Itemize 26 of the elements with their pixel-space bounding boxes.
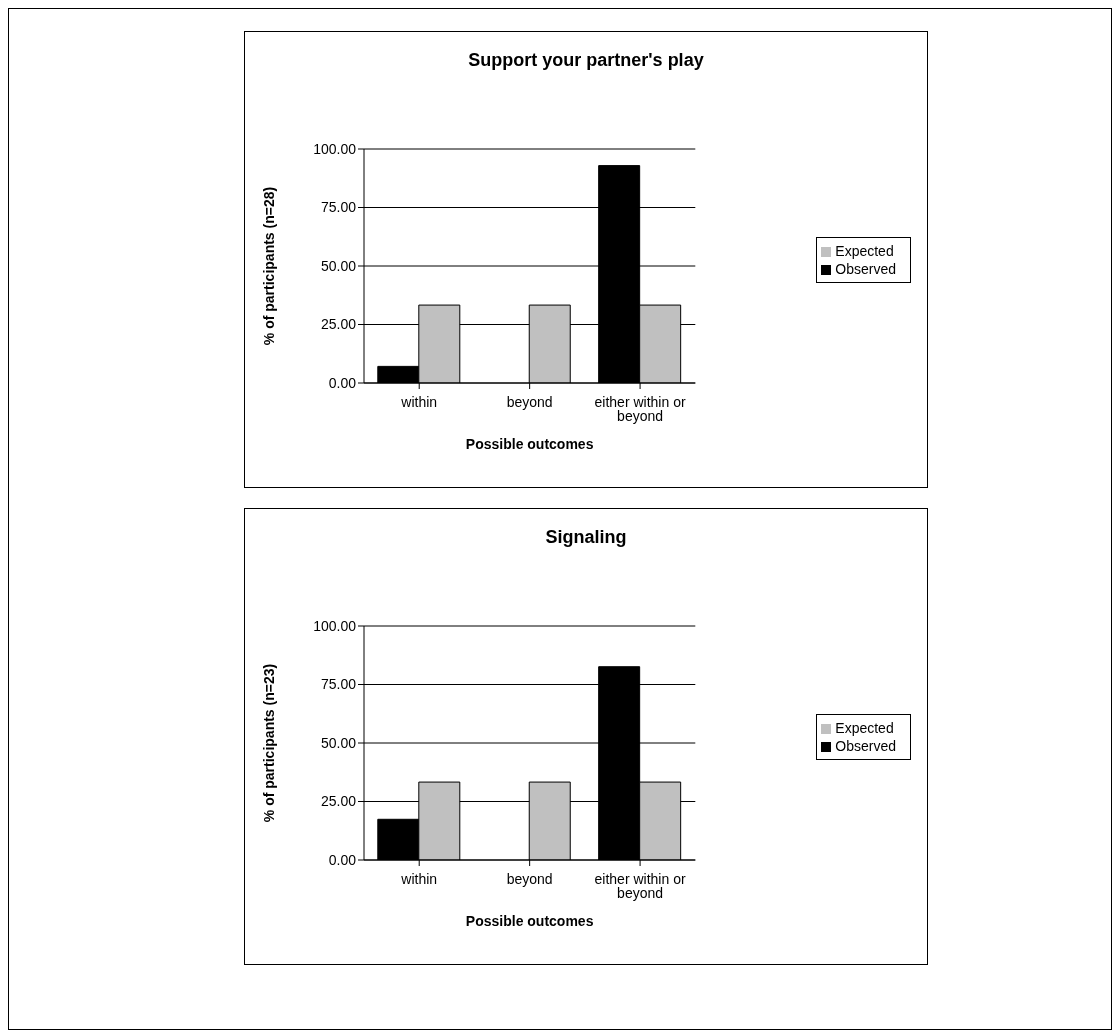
y-axis-title: % of participants (n=28) (260, 186, 277, 346)
y-tick-label: 75.00 (320, 199, 357, 216)
x-axis-title: Possible outcomes (465, 436, 594, 452)
y-tick-label: 75.00 (320, 676, 357, 693)
y-tick-label: 100.00 (313, 617, 357, 634)
x-axis-title: Possible outcomes (465, 913, 594, 929)
y-axis-title: % of participants (n=23) (260, 663, 277, 823)
y-tick-label: 0.00 (328, 851, 357, 868)
x-tick-label: beyond (506, 870, 553, 887)
y-tick-label: 100.00 (313, 140, 357, 157)
y-tick-label: 25.00 (320, 793, 357, 810)
chart-title: Signaling (544, 527, 628, 548)
x-tick-label: either within or beyond (594, 393, 686, 424)
y-tick-label: 25.00 (320, 316, 357, 333)
x-tick-label: within (400, 393, 438, 410)
chart-title: Support your partner's play (467, 50, 705, 71)
x-tick-label: within (400, 870, 438, 887)
y-tick-label: 50.00 (320, 734, 357, 751)
legend-label: Expected (835, 242, 894, 259)
legend-label: Observed (835, 260, 896, 277)
x-tick-label: either within or beyond (594, 870, 686, 901)
y-tick-label: 50.00 (320, 257, 357, 274)
y-tick-label: 0.00 (328, 374, 357, 391)
x-tick-label: beyond (506, 393, 553, 410)
legend-label: Observed (835, 737, 896, 754)
legend-label: Expected (835, 719, 894, 736)
